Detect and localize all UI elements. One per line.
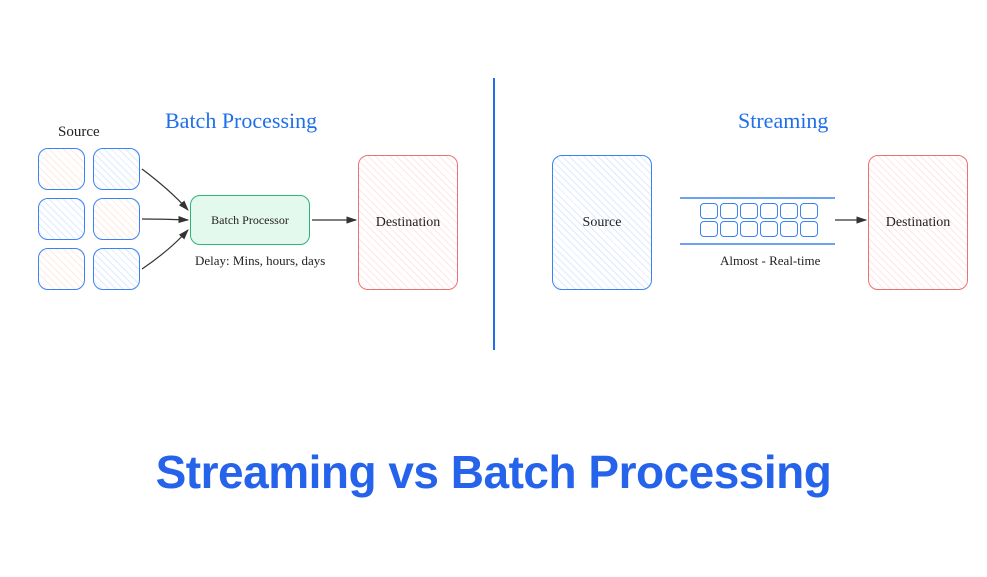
- batch-destination-label: Destination: [376, 215, 441, 231]
- batch-source-box: [93, 148, 140, 190]
- batch-delay-caption: Delay: Mins, hours, days: [195, 253, 325, 269]
- stream-event: [740, 221, 758, 237]
- arrow-source-to-processor: [142, 169, 188, 210]
- streaming-destination-box: Destination: [868, 155, 968, 290]
- streaming-source-label: Source: [583, 215, 622, 231]
- stream-event: [760, 221, 778, 237]
- stream-event: [720, 203, 738, 219]
- arrow-source-to-processor: [142, 219, 188, 220]
- stream-event: [700, 203, 718, 219]
- batch-processor-label: Batch Processor: [211, 213, 289, 228]
- batch-source-box: [38, 148, 85, 190]
- batch-source-box: [38, 248, 85, 290]
- stream-event: [780, 221, 798, 237]
- batch-title: Batch Processing: [165, 108, 317, 134]
- stream-events-grid: [700, 203, 818, 237]
- stream-event: [740, 203, 758, 219]
- stream-event: [720, 221, 738, 237]
- stream-event: [800, 203, 818, 219]
- main-title: Streaming vs Batch Processing: [0, 445, 987, 499]
- batch-processor-box: Batch Processor: [190, 195, 310, 245]
- streaming-destination-label: Destination: [886, 215, 951, 231]
- batch-source-box: [93, 198, 140, 240]
- batch-source-label: Source: [58, 124, 100, 141]
- streaming-source-box: Source: [552, 155, 652, 290]
- batch-source-box: [38, 198, 85, 240]
- streaming-title: Streaming: [738, 108, 828, 134]
- stream-event: [780, 203, 798, 219]
- arrow-source-to-processor: [142, 230, 188, 269]
- batch-source-box: [93, 248, 140, 290]
- stream-event: [700, 221, 718, 237]
- streaming-realtime-caption: Almost - Real-time: [720, 253, 820, 269]
- stream-event: [800, 221, 818, 237]
- batch-destination-box: Destination: [358, 155, 458, 290]
- stream-event: [760, 203, 778, 219]
